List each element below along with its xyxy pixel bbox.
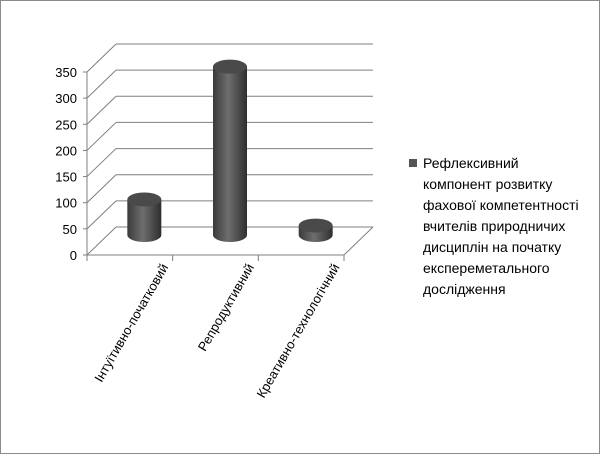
x-tick-label: Креативно-технологічний xyxy=(253,261,342,400)
bar xyxy=(127,192,162,243)
bar-top xyxy=(298,218,333,233)
bar xyxy=(298,218,333,243)
legend: Рефлексивний компонент розвитку фахової … xyxy=(409,153,599,300)
bar xyxy=(213,59,247,242)
gridline-diagonal xyxy=(86,226,117,256)
y-tick-label: 50 xyxy=(63,222,77,237)
x-tick-label: Репродуктивний xyxy=(195,261,257,354)
y-tick-label: 150 xyxy=(55,170,77,185)
y-tick-label: 300 xyxy=(55,91,77,106)
x-axis-labels: Інтуїтивно-початковий РепродуктивнийКреат… xyxy=(91,261,342,400)
x-tick-label: Інтуїтивно-початковий xyxy=(91,261,171,385)
bar-body xyxy=(213,66,247,242)
gridline-diagonal xyxy=(86,69,117,99)
bars xyxy=(127,59,333,243)
gridline-diagonal xyxy=(86,43,117,73)
floor-right-edge xyxy=(343,226,374,256)
y-tick-label: 100 xyxy=(55,196,77,211)
y-tick-label: 250 xyxy=(55,117,77,132)
y-tick-label: 0 xyxy=(70,248,77,263)
y-tick-label: 200 xyxy=(55,143,77,158)
gridline-diagonal xyxy=(86,95,117,125)
y-tick-label: 350 xyxy=(55,65,77,80)
gridline-diagonal xyxy=(86,200,117,230)
bar-top xyxy=(213,59,247,74)
gridline-diagonal xyxy=(86,174,117,204)
bar-body xyxy=(127,199,162,243)
gridline-diagonal xyxy=(86,148,117,177)
legend-swatch xyxy=(409,159,417,167)
y-axis-ticks: 0 50 100 150 200 250 300 350 xyxy=(55,65,87,263)
legend-label: Рефлексивний компонент розвитку фахової … xyxy=(423,155,579,297)
gridline-diagonal xyxy=(86,122,117,151)
bar-top xyxy=(127,192,162,207)
